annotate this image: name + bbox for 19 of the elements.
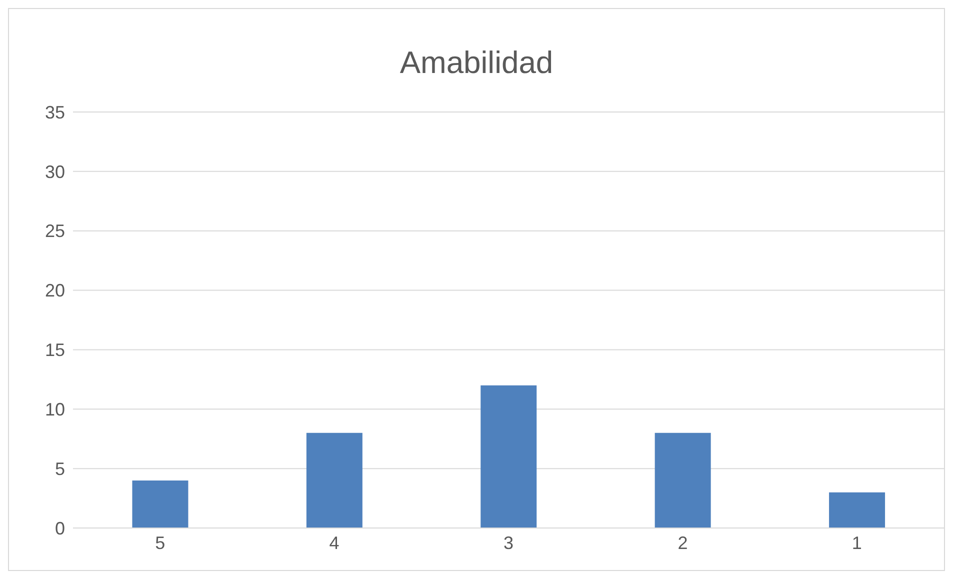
y-tick-label: 15 (44, 340, 65, 360)
y-tick-label: 10 (44, 400, 65, 420)
bar (306, 432, 362, 528)
y-tick-label: 35 (44, 102, 65, 122)
bar (132, 480, 188, 528)
x-tick-label: 4 (329, 532, 340, 553)
x-tick-label: 5 (155, 532, 166, 553)
bar (654, 432, 711, 528)
bar (480, 385, 537, 528)
y-tick-label: 5 (54, 458, 65, 479)
x-tick-label: 1 (852, 532, 862, 553)
y-tick-label: 20 (44, 280, 65, 301)
x-tick-label: 3 (503, 532, 514, 553)
bar (829, 492, 886, 528)
x-tick-label: 2 (678, 532, 688, 553)
y-tick-label: 0 (54, 518, 65, 538)
y-tick-label: 30 (44, 162, 65, 182)
y-tick-label: 25 (44, 221, 65, 242)
chart-title: Amabilidad (398, 45, 554, 81)
